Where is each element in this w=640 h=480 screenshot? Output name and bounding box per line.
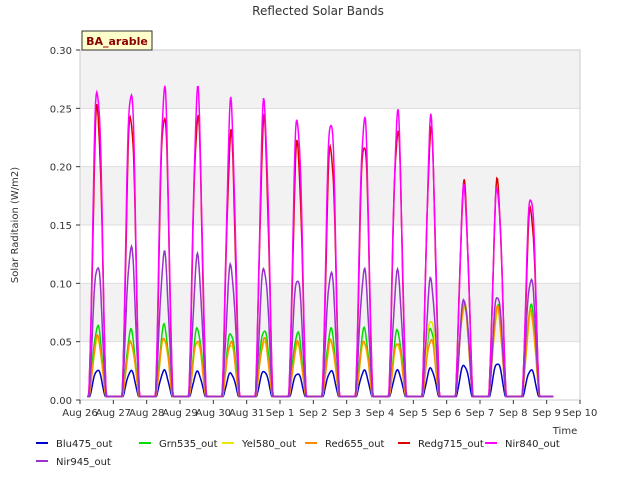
x-tick-label: Sep 2 bbox=[299, 408, 327, 419]
x-axis-label: Time bbox=[552, 426, 577, 437]
y-tick-label: 0.30 bbox=[50, 46, 72, 57]
series-line-Nir945_out bbox=[87, 243, 554, 398]
x-tick-label: Aug 29 bbox=[162, 408, 197, 419]
legend: Blu475_out Grn535_out Yel580_out Red655_out… bbox=[36, 439, 560, 468]
x-tick-label: Aug 30 bbox=[196, 408, 231, 419]
x-tick-label: Sep 5 bbox=[399, 408, 427, 419]
y-tick-label: 0.20 bbox=[50, 163, 72, 174]
y-tick-label: 0.05 bbox=[50, 338, 72, 349]
x-tick-label: Aug 28 bbox=[129, 408, 164, 419]
chart-title: Reflected Solar Bands bbox=[252, 4, 384, 18]
series-lines bbox=[87, 85, 554, 398]
legend-label: Red655_out bbox=[325, 439, 385, 450]
legend-label: Redg715_out bbox=[418, 439, 484, 450]
x-tick-label: Sep 3 bbox=[332, 408, 360, 419]
legend-label: Yel580_out bbox=[241, 439, 296, 450]
x-tick-label: Aug 26 bbox=[62, 408, 97, 419]
x-tick-label: Sep 8 bbox=[499, 408, 527, 419]
x-tick-label: Sep 7 bbox=[466, 408, 494, 419]
y-tick-label: 0.00 bbox=[50, 396, 72, 407]
x-tick-label: Aug 31 bbox=[229, 408, 264, 419]
x-tick-label: Sep 1 bbox=[266, 408, 294, 419]
background-band bbox=[80, 166, 580, 225]
legend-label: Nir840_out bbox=[505, 439, 560, 450]
x-tick-label: Sep 6 bbox=[432, 408, 460, 419]
x-tick-label: Sep 10 bbox=[563, 408, 598, 419]
background-band bbox=[80, 50, 580, 109]
x-tick-label: Aug 27 bbox=[96, 408, 131, 419]
legend-label: Grn535_out bbox=[159, 439, 218, 450]
background-band bbox=[80, 108, 580, 167]
legend-label: Nir945_out bbox=[56, 457, 111, 468]
y-axis-ticks: 0.00 0.05 0.10 0.15 0.20 0.25 0.30 bbox=[50, 46, 80, 407]
site-label: BA_arable bbox=[86, 35, 148, 48]
x-tick-label: Sep 9 bbox=[532, 408, 560, 419]
y-tick-label: 0.10 bbox=[50, 279, 72, 290]
y-axis-label: Solar Raditaion (W/m2) bbox=[10, 167, 21, 283]
plot-background-bands bbox=[80, 50, 580, 400]
y-tick-label: 0.15 bbox=[50, 221, 72, 232]
legend-label: Blu475_out bbox=[56, 439, 113, 450]
x-tick-label: Sep 4 bbox=[366, 408, 394, 419]
site-label-box: BA_arable bbox=[81, 30, 153, 51]
y-tick-label: 0.25 bbox=[50, 104, 72, 115]
